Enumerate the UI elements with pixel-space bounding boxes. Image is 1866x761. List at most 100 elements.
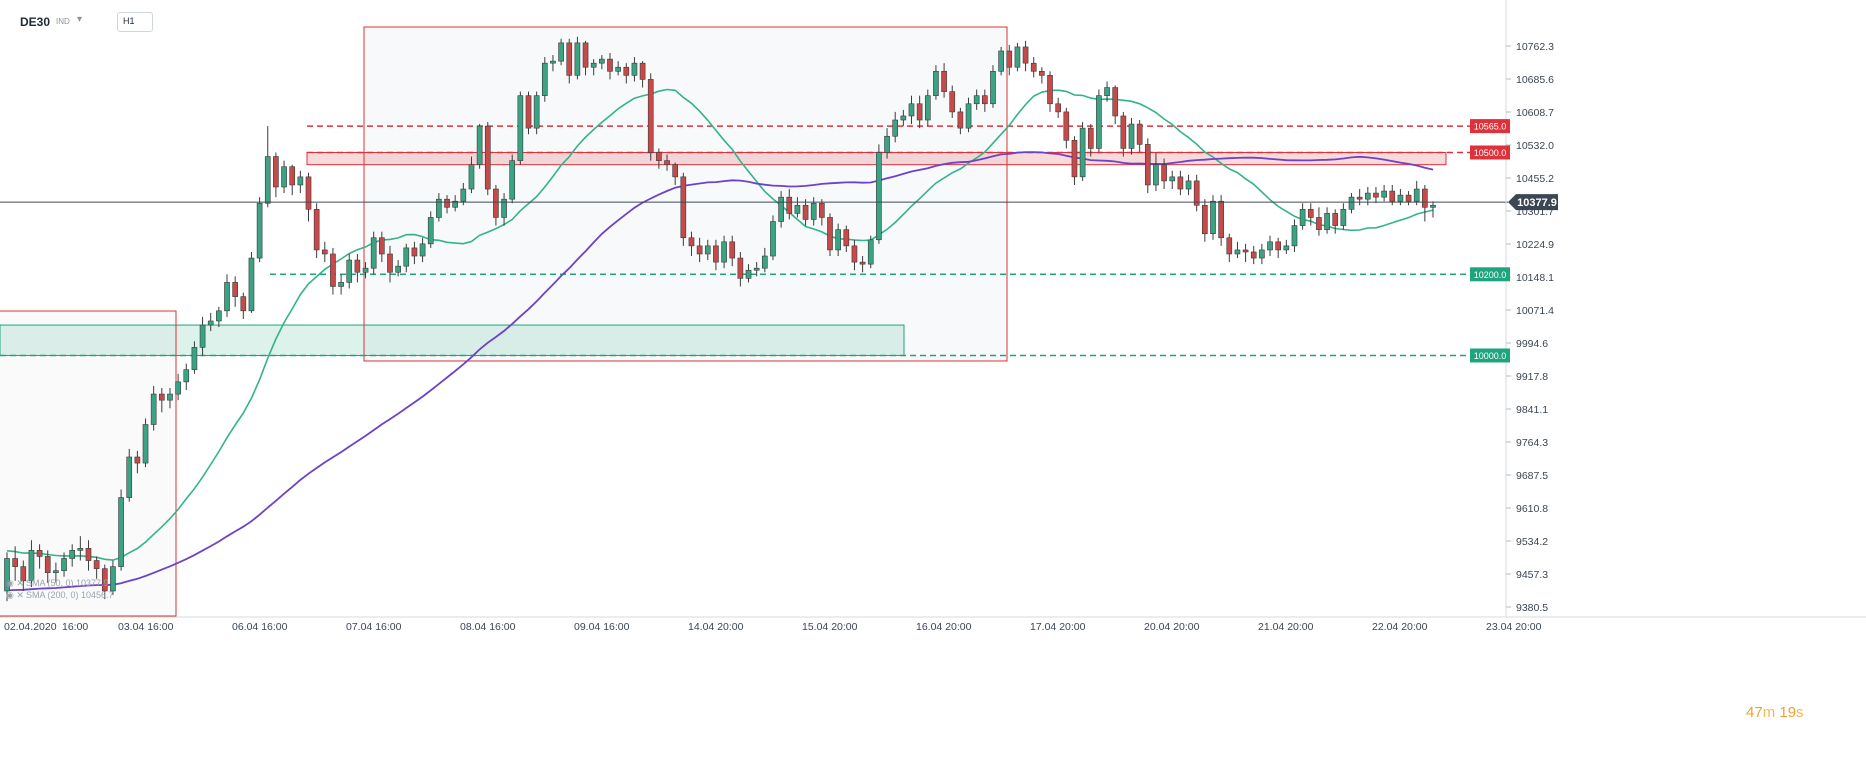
y-tick-label: 9687.5 [1516,470,1548,482]
candle-bearish [387,245,393,283]
candle-body [93,560,100,569]
candle-body [761,255,768,269]
candle-body [411,247,418,257]
candle-body [1120,115,1127,149]
candle-body [1014,46,1021,68]
candle-bullish [77,536,84,561]
candle-bearish [1047,71,1053,112]
timeframe-select[interactable] [117,12,153,32]
candle-body [566,42,573,76]
candle-bullish [517,91,524,165]
x-tick-label: 17.04 20:00 [1030,621,1086,633]
candle-bullish [965,97,972,133]
candle-body [232,282,238,297]
candle-body [859,261,866,265]
candle-bearish [313,203,320,259]
sma-200-line [6,151,1434,592]
x-tick-label: 09.04 16:00 [574,621,630,633]
candle-body [248,257,255,312]
candle-body [1226,237,1233,255]
candle-bearish [1226,233,1233,263]
candle-bullish [1185,174,1192,196]
candle-bullish [281,160,287,194]
candle-body [1079,127,1086,178]
candle-bullish [892,111,899,143]
instrument-symbol[interactable]: DE30 [20,15,51,29]
candle-body [680,176,687,239]
candle-bearish [1316,207,1322,236]
candle-body [101,568,108,592]
candle-body [403,247,410,267]
candle-body [892,119,899,137]
x-tick-label: 21.04 20:00 [1258,621,1314,633]
candle-body [1047,75,1053,105]
candle-bearish [1055,97,1061,118]
level-label: 10500.0 [1474,148,1507,158]
candle-bullish [876,144,882,244]
x-tick-label: 14.04 20:00 [688,621,744,633]
candle-body [501,198,507,218]
candle-bearish [982,89,988,112]
candle-body [207,320,214,326]
candle-bearish [1275,237,1282,259]
candle-body [582,42,589,68]
candle-body [867,239,874,265]
candle-bullish [884,128,890,159]
candle-body [240,296,247,312]
chevron-down-icon[interactable]: ▾ [77,14,83,25]
candle-bullish [835,223,841,257]
candle-bullish [191,341,198,374]
candle-bullish [1397,189,1404,206]
candle-body [688,237,695,247]
candle-body [1063,111,1070,141]
candle-bearish [1144,138,1151,194]
candle-bearish [786,189,793,220]
candle-bullish [216,306,222,328]
current-price-tag [1508,194,1558,211]
candle-body [574,42,581,76]
candle-body [933,70,939,96]
candle-body [183,369,190,383]
candle-bullish [745,264,752,283]
sma-50-line [6,88,1434,561]
candle-body [1161,164,1167,182]
level-label: 10565.0 [1474,122,1507,132]
candle-bearish [44,550,51,583]
candle-bullish [248,251,255,313]
candle-body [672,164,679,178]
candle-body [656,152,662,161]
candle-bullish [1259,243,1265,265]
candle-bearish [1006,44,1013,76]
candle-body [1340,209,1347,226]
candle-body [965,103,972,129]
candle-bullish [533,91,540,135]
candle-bearish [354,253,361,283]
candle-bearish [240,292,247,319]
candle-bullish [558,38,564,66]
candle-body [44,556,51,573]
candle-bullish [1079,122,1086,181]
candle-body [1022,46,1029,64]
candle-body [191,347,198,370]
candle-bearish [851,239,858,271]
candle-bearish [1087,124,1094,157]
candle-body [142,424,149,464]
candle-body [1242,249,1249,253]
candle-countdown: 47m 19s [1746,704,1804,721]
candle-body [354,259,361,273]
candle-body [982,95,988,105]
candle-body [639,62,646,80]
candle-body [1006,50,1013,68]
support-zone [0,324,905,356]
current-price-label: 10377.9 [1517,197,1557,209]
candle-bearish [1120,111,1127,157]
y-tick-label: 9841.1 [1516,404,1548,416]
candle-body [835,229,841,251]
candle-bearish [36,544,43,569]
candle-bearish [1030,57,1037,78]
level-tag [1470,267,1510,282]
candle-body [810,202,817,220]
candle-body [1112,87,1119,117]
